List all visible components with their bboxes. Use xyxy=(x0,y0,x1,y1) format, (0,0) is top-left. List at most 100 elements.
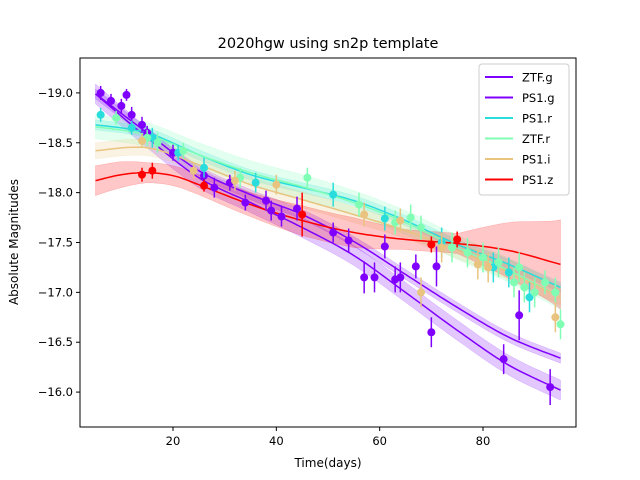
point-ps1-i xyxy=(138,136,146,145)
point-ztf-r xyxy=(494,258,503,267)
point-ps1-g xyxy=(344,236,353,245)
point-ps1-g xyxy=(241,198,250,207)
point-ps1-z xyxy=(138,170,146,179)
legend-item-ps1-i: PS1.i xyxy=(485,153,550,167)
point-ztf-g xyxy=(96,88,105,97)
x-tick-label: 20 xyxy=(166,434,181,448)
point-ps1-z xyxy=(200,181,208,190)
point-ps1-i xyxy=(189,166,198,175)
point-ps1-i xyxy=(473,260,482,269)
point-ztf-g xyxy=(499,355,508,364)
point-ps1-i xyxy=(437,243,446,252)
band-ztf-g xyxy=(95,88,561,364)
point-ps1-i xyxy=(551,313,560,322)
point-ps1-g xyxy=(210,183,219,192)
point-ztf-g xyxy=(127,110,136,119)
point-ztf-g xyxy=(138,120,146,129)
point-ztf-r xyxy=(303,173,312,182)
point-ztf-r xyxy=(448,243,456,252)
chart-title: 2020hgw using sn2p template xyxy=(218,36,439,52)
point-ps1-g xyxy=(277,212,286,221)
legend-label: PS1.g xyxy=(522,91,555,105)
point-ps1-g xyxy=(370,273,379,282)
point-ztf-g xyxy=(107,96,115,105)
y-tick-label: −18.5 xyxy=(38,136,73,150)
point-ps1-r xyxy=(96,110,105,119)
point-ztf-r xyxy=(355,200,363,209)
point-ztf-g xyxy=(293,204,301,213)
legend-item-ps1-r: PS1.r xyxy=(485,112,552,126)
point-ztf-r xyxy=(530,288,539,297)
point-ps1-r xyxy=(329,190,338,199)
point-ps1-i xyxy=(360,210,369,219)
point-ps1-r xyxy=(380,214,389,223)
point-ztf-r xyxy=(541,278,549,287)
point-ps1-g xyxy=(391,275,400,284)
point-ps1-r xyxy=(127,123,136,132)
point-ps1-g xyxy=(329,228,338,237)
y-tick-label: −17.0 xyxy=(38,285,73,299)
point-ps1-r xyxy=(504,268,513,277)
point-ps1-i xyxy=(484,263,493,272)
x-axis-ticks: 20 40 60 80 xyxy=(166,427,491,448)
legend-label: ZTF.r xyxy=(522,132,550,146)
x-axis-label: Time(days) xyxy=(293,456,361,470)
point-ps1-z xyxy=(427,240,436,249)
point-ztf-g xyxy=(515,311,524,320)
point-ztf-r xyxy=(515,263,524,272)
point-ps1-i xyxy=(396,216,405,225)
point-ztf-g xyxy=(122,90,131,99)
x-tick-label: 80 xyxy=(476,434,491,448)
point-ps1-g xyxy=(267,206,276,215)
y-tick-label: −16.5 xyxy=(38,335,73,349)
legend-label: ZTF.g xyxy=(522,71,553,85)
point-ztf-r xyxy=(112,113,121,122)
point-ztf-g xyxy=(262,196,270,205)
point-ps1-z xyxy=(298,210,307,219)
legend-label: PS1.z xyxy=(522,173,553,187)
point-ztf-r xyxy=(510,278,518,287)
point-ps1-z xyxy=(453,235,462,244)
legend-item-ps1-z: PS1.z xyxy=(485,173,553,187)
data-points xyxy=(96,85,565,406)
y-tick-label: −17.5 xyxy=(38,236,73,250)
point-ps1-g xyxy=(380,242,389,251)
point-ps1-i xyxy=(231,176,239,185)
point-ztf-r xyxy=(463,248,472,257)
y-axis-ticks: −19.0 −18.5 −18.0 −17.5 −17.0 −16.5 −16.0 xyxy=(38,86,80,399)
y-tick-label: −19.0 xyxy=(38,86,73,100)
point-ztf-g xyxy=(432,262,441,271)
point-ps1-g xyxy=(117,101,126,110)
y-axis-label: Absolute Magnitudes xyxy=(7,179,21,305)
point-ztf-r xyxy=(406,213,415,222)
point-ps1-z xyxy=(148,166,157,175)
legend-label: PS1.i xyxy=(522,153,550,167)
x-tick-label: 60 xyxy=(372,434,387,448)
legend-item-ztf-g: ZTF.g xyxy=(485,71,553,85)
legend-item-ztf-r: ZTF.r xyxy=(485,132,550,146)
point-ztf-g xyxy=(427,328,436,337)
point-ztf-g xyxy=(411,262,420,271)
legend: ZTF.g PS1.g PS1.r ZTF.r PS1.i PS1.z xyxy=(478,63,570,196)
point-ps1-r xyxy=(251,178,260,187)
point-ps1-r xyxy=(200,163,208,172)
point-ps1-r xyxy=(525,293,534,302)
y-tick-label: −18.0 xyxy=(38,186,73,200)
point-ps1-i xyxy=(417,288,425,297)
point-ztf-r xyxy=(520,283,529,292)
point-ps1-i xyxy=(272,180,281,189)
legend-item-ps1-g: PS1.g xyxy=(485,91,555,105)
point-ztf-r xyxy=(556,320,565,329)
point-ztf-r xyxy=(479,253,487,262)
band-ps1-i xyxy=(95,138,561,306)
band-ps1-r xyxy=(95,119,561,293)
x-tick-label: 40 xyxy=(269,434,284,448)
point-ztf-r xyxy=(417,223,425,232)
point-ztf-r xyxy=(179,146,188,155)
point-ztf-g xyxy=(360,273,369,282)
legend-label: PS1.r xyxy=(522,112,552,126)
y-tick-label: −16.0 xyxy=(38,385,73,399)
point-ps1-g xyxy=(546,383,555,392)
point-ztf-r xyxy=(153,138,162,147)
